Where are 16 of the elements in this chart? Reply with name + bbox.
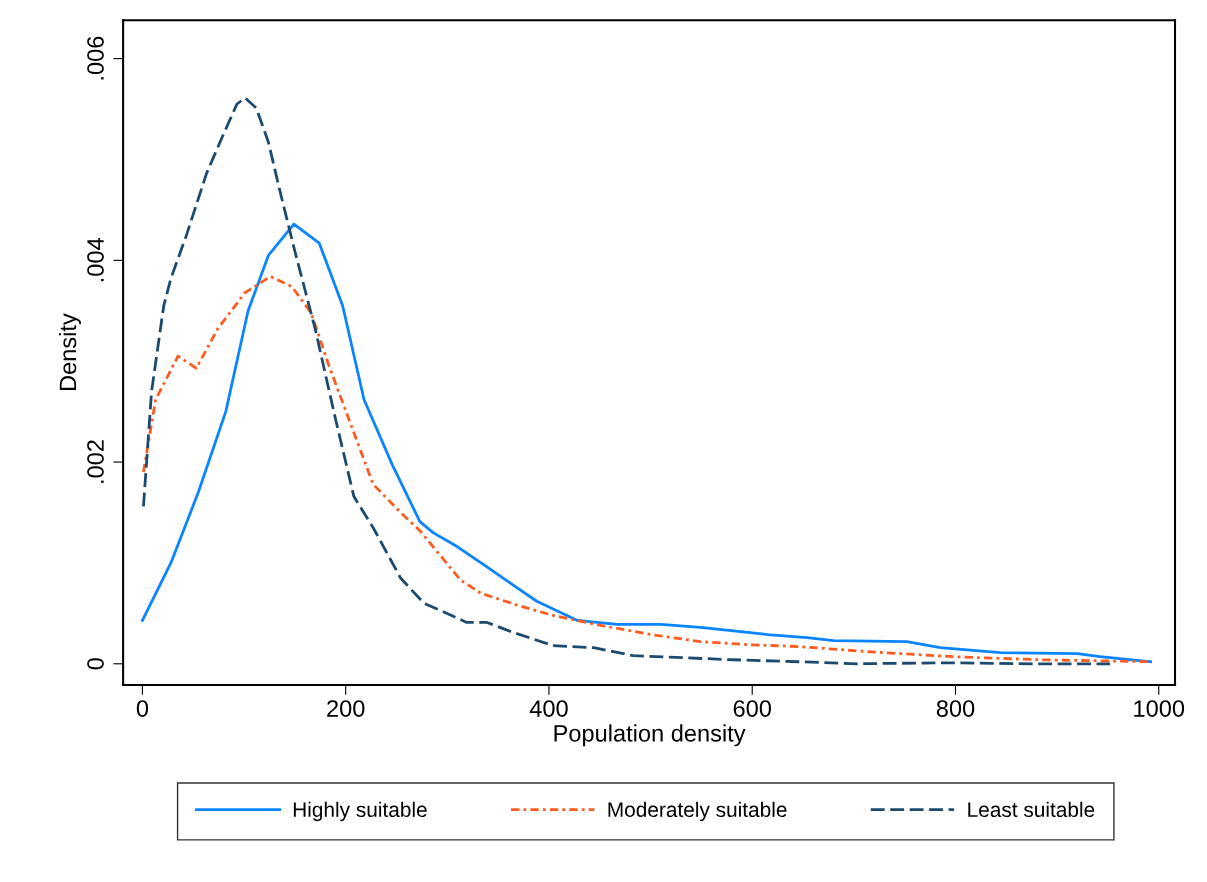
x-axis-title: Population density bbox=[554, 724, 746, 747]
x-tick-label: 800 bbox=[936, 700, 975, 717]
y-tick-label: .006 bbox=[87, 36, 104, 80]
legend-label: Moderately suitable bbox=[608, 801, 787, 822]
line-series bbox=[142, 96, 1112, 666]
legend-label: Least suitable bbox=[968, 801, 1095, 818]
y-tick-label: 0 bbox=[87, 658, 104, 670]
x-tick-label: 400 bbox=[529, 700, 568, 717]
y-tick-label: .002 bbox=[87, 440, 104, 483]
x-tick-label: 200 bbox=[327, 700, 365, 717]
x-tick-label: 1000 bbox=[1134, 700, 1185, 717]
x-tick-label: 600 bbox=[733, 700, 771, 717]
y-axis-title: Density bbox=[58, 313, 81, 391]
legend-label: Highly suitable bbox=[293, 801, 427, 822]
x-tick-label: 0 bbox=[136, 700, 149, 717]
y-tick-label: .004 bbox=[87, 238, 104, 282]
